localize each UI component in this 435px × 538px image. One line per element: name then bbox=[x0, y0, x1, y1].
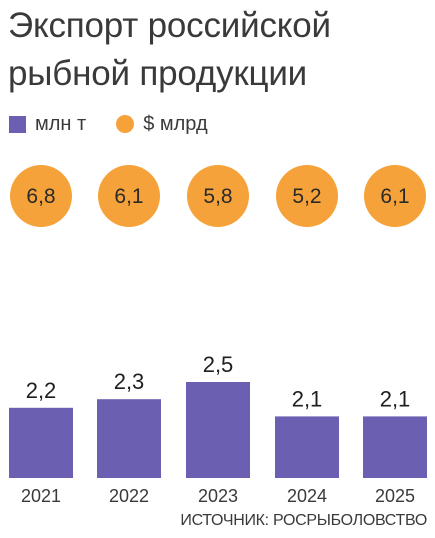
value-circle-label: 5,2 bbox=[292, 185, 321, 208]
bar bbox=[275, 416, 339, 478]
value-circle bbox=[98, 165, 160, 227]
value-circle bbox=[187, 165, 249, 227]
value-circle-label: 5,8 bbox=[203, 185, 232, 208]
bar bbox=[97, 399, 161, 478]
x-tick-label: 2024 bbox=[287, 486, 327, 506]
x-tick-label: 2025 bbox=[375, 486, 415, 506]
bar bbox=[363, 416, 427, 478]
value-circle-label: 6,8 bbox=[26, 185, 55, 208]
bar-value-label: 2,5 bbox=[203, 352, 234, 377]
value-circle-label: 6,1 bbox=[380, 185, 409, 208]
chart-title-line-2: рыбной продукции bbox=[8, 54, 308, 93]
bar-value-label: 2,1 bbox=[380, 386, 411, 411]
legend-swatch-square bbox=[9, 115, 26, 133]
bar bbox=[186, 382, 250, 478]
legend-label-volume: млн т bbox=[35, 112, 87, 135]
value-circle bbox=[364, 165, 426, 227]
x-tick-label: 2023 bbox=[198, 486, 238, 506]
bar-value-label: 2,2 bbox=[26, 378, 57, 403]
x-tick-label: 2022 bbox=[109, 486, 149, 506]
bar-value-label: 2,3 bbox=[114, 369, 145, 394]
legend-swatch-circle bbox=[116, 115, 135, 133]
source-note: ИСТОЧНИК: РОСРЫБОЛОВСТВО bbox=[180, 512, 427, 529]
legend: млн т $ млрд bbox=[9, 112, 208, 136]
value-circle bbox=[276, 165, 338, 227]
chart-title-line-1: Экспорт российской bbox=[8, 6, 331, 45]
chart-title: Экспорт российской рыбной продукции bbox=[8, 2, 428, 98]
legend-label-value: $ млрд bbox=[143, 112, 208, 135]
value-circle bbox=[10, 165, 72, 227]
bar bbox=[9, 407, 73, 478]
x-tick-label: 2021 bbox=[21, 486, 61, 506]
bar-value-label: 2,1 bbox=[292, 386, 323, 411]
value-circle-label: 6,1 bbox=[114, 185, 143, 208]
